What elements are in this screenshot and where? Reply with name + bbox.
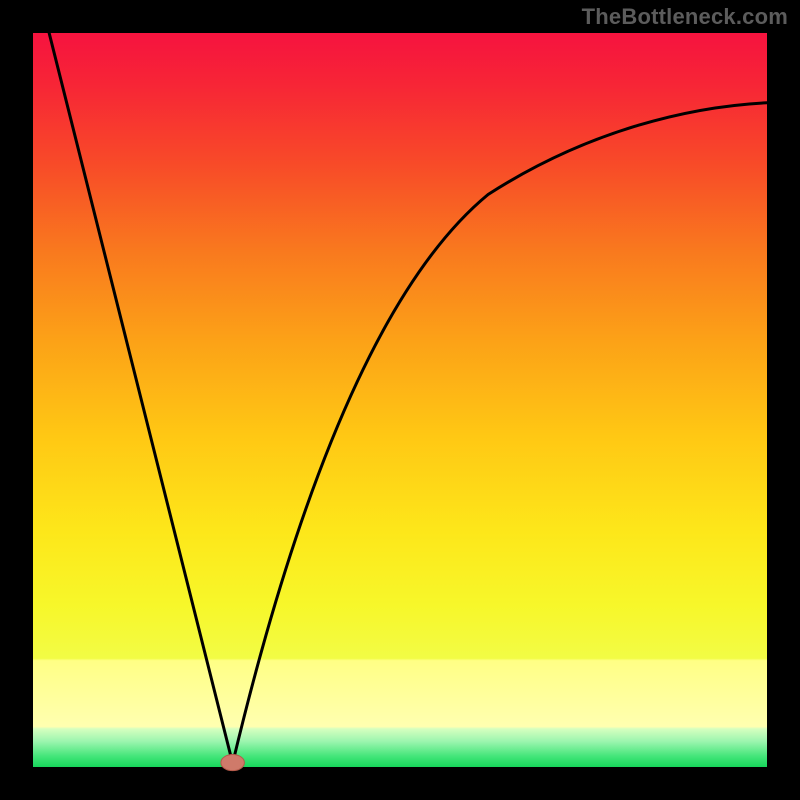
chart-canvas: TheBottleneck.com — [0, 0, 800, 800]
minimum-marker — [221, 755, 244, 771]
gradient-background — [33, 33, 767, 767]
bottleneck-chart-svg — [0, 0, 800, 800]
